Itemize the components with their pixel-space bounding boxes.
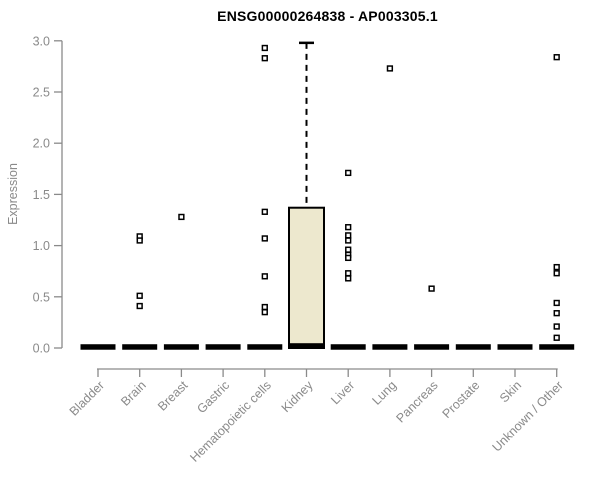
y-tick-label: 0.5 xyxy=(33,290,50,304)
median-bar xyxy=(330,344,366,350)
median-bar xyxy=(539,344,575,350)
x-category-label: Brain xyxy=(118,378,149,409)
outlier-point xyxy=(261,309,268,316)
median-bar xyxy=(497,344,533,350)
outlier-point xyxy=(178,213,185,221)
y-tick-label: 0.0 xyxy=(33,342,50,356)
outlier-point xyxy=(345,254,352,262)
box-kidney xyxy=(288,206,325,349)
median-bar xyxy=(414,344,450,350)
outlier-point xyxy=(553,323,560,330)
median-bar xyxy=(205,344,241,350)
outlier-point xyxy=(345,237,352,244)
outlier-point xyxy=(345,270,352,277)
outlier-point xyxy=(345,275,352,282)
outlier-point xyxy=(553,334,560,341)
outlier-point xyxy=(345,232,352,239)
outlier-point xyxy=(553,299,560,307)
outlier-point xyxy=(553,54,560,61)
x-category-label: Gastric xyxy=(194,378,232,416)
y-tick-label: 2.5 xyxy=(33,86,50,100)
y-tick-label: 1.0 xyxy=(33,239,50,253)
x-category-label: Unknown / Other xyxy=(490,378,566,454)
outlier-point xyxy=(553,263,560,271)
median-bar xyxy=(163,344,199,350)
outlier-point xyxy=(261,55,268,62)
median-bar xyxy=(122,344,158,350)
outlier-point xyxy=(345,224,352,231)
median-bar xyxy=(289,343,324,349)
outlier-point xyxy=(261,208,268,215)
x-category-label: Skin xyxy=(497,378,524,405)
outlier-point xyxy=(553,310,560,317)
outlier-point xyxy=(553,270,560,277)
y-tick-label: 3.0 xyxy=(33,34,50,48)
median-bar xyxy=(247,344,283,350)
median-bar xyxy=(372,344,408,350)
median-bar xyxy=(455,344,491,350)
y-tick-label: 1.5 xyxy=(33,188,50,202)
outlier-point xyxy=(386,65,394,72)
x-category-label: Pancreas xyxy=(393,378,440,425)
outlier-point xyxy=(261,235,268,242)
outlier-point xyxy=(428,285,435,292)
x-category-label: Prostate xyxy=(440,378,483,421)
median-bar xyxy=(80,344,116,350)
x-category-label: Kidney xyxy=(279,378,316,415)
outlier-point xyxy=(136,237,143,244)
x-category-label: Bladder xyxy=(67,378,107,418)
outlier-point xyxy=(345,246,352,253)
x-category-label: Breast xyxy=(155,378,191,414)
x-category-label: Lung xyxy=(369,378,399,408)
outlier-point xyxy=(136,292,143,299)
outlier-point xyxy=(261,273,268,280)
outlier-point xyxy=(345,169,352,177)
chart-title: ENSG00000264838 - AP003305.1 xyxy=(217,8,438,24)
outlier-point xyxy=(261,303,268,311)
outlier-point xyxy=(261,44,268,52)
x-category-label: Liver xyxy=(328,378,357,407)
outlier-point xyxy=(136,302,143,310)
x-category-label: Hematopoietic cells xyxy=(187,378,274,465)
y-tick-label: 2.0 xyxy=(33,137,50,151)
